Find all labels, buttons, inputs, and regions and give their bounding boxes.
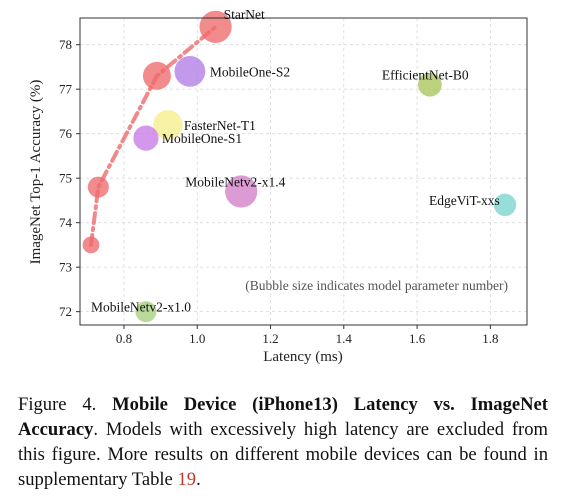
axes: 0.8 1.0 1.2 1.4 1.6 1.8 72 73 74 75 76 77 78	[59, 17, 528, 346]
bubble	[225, 175, 258, 208]
bubble-label: MobileOne-S1	[162, 131, 242, 146]
y-axis-label: ImageNet Top-1 Accuracy (%)	[28, 80, 44, 265]
bubble-label: MobileNetv2-x1.0	[91, 300, 191, 315]
bubble-labels: StarNet MobileOne-S2 FasterNet-T1MobileOne…	[91, 7, 500, 315]
figure-title: Mobile Device (iPhone13) Latency vs. Ima…	[18, 394, 548, 440]
y-tick-label: 75	[59, 171, 72, 186]
caption-end: .	[196, 469, 201, 490]
plot-frame	[79, 17, 528, 326]
bubble-label: MobileOne-S2	[210, 64, 290, 79]
bubble-label: EdgeViT-xxs	[429, 193, 500, 208]
caption-body: . Models with excessively high latency a…	[18, 419, 548, 490]
y-tick-label: 74	[59, 215, 73, 230]
x-tick-label: 0.8	[116, 331, 132, 346]
starnet-trend-line	[88, 24, 218, 247]
bubble-chart: 0.8 1.0 1.2 1.4 1.6 1.8 72 73 74 75 76 77 78 StarNet…	[28, 7, 528, 365]
table-reference-link[interactable]: 19	[177, 469, 197, 490]
y-tick-label: 76	[59, 126, 73, 141]
bubble-label: EfficientNet-B0	[382, 68, 469, 83]
bubble	[133, 125, 159, 151]
x-tick-label: 1.6	[409, 331, 426, 346]
chart-svg: 0.8 1.0 1.2 1.4 1.6 1.8 72 73 74 75 76 77 78 StarNet…	[28, 7, 528, 365]
y-tick-label: 77	[59, 82, 73, 97]
bubble	[142, 61, 171, 90]
bubble-label: StarNet	[224, 7, 265, 22]
starnet-trend	[88, 24, 218, 247]
bubble	[418, 72, 442, 97]
bubbles	[82, 10, 517, 323]
bubble	[82, 236, 100, 254]
bubble	[135, 301, 157, 323]
y-tick-label: 73	[59, 260, 72, 275]
x-tick-label: 1.0	[189, 331, 205, 346]
y-tick-label: 72	[59, 304, 72, 319]
bubble	[174, 55, 206, 87]
x-tick-label: 1.8	[482, 331, 498, 346]
bubble	[153, 110, 183, 140]
size-annotation: (Bubble size indicates model parameter n…	[245, 278, 508, 293]
x-tick-label: 1.2	[262, 331, 278, 346]
y-tick-label: 78	[59, 37, 72, 52]
bubble	[87, 176, 109, 198]
x-axis-label: Latency (ms)	[263, 349, 343, 365]
bubble	[493, 193, 517, 217]
figure-caption: Figure 4. Mobile Device (iPhone13) Laten…	[18, 392, 548, 492]
bubble-label: MobileNetv2-x1.4	[185, 175, 285, 190]
figure-label: Figure 4.	[18, 394, 97, 415]
bubble-label: FasterNet-T1	[184, 118, 256, 133]
x-tick-label: 1.4	[336, 331, 353, 346]
bubble	[199, 10, 232, 43]
